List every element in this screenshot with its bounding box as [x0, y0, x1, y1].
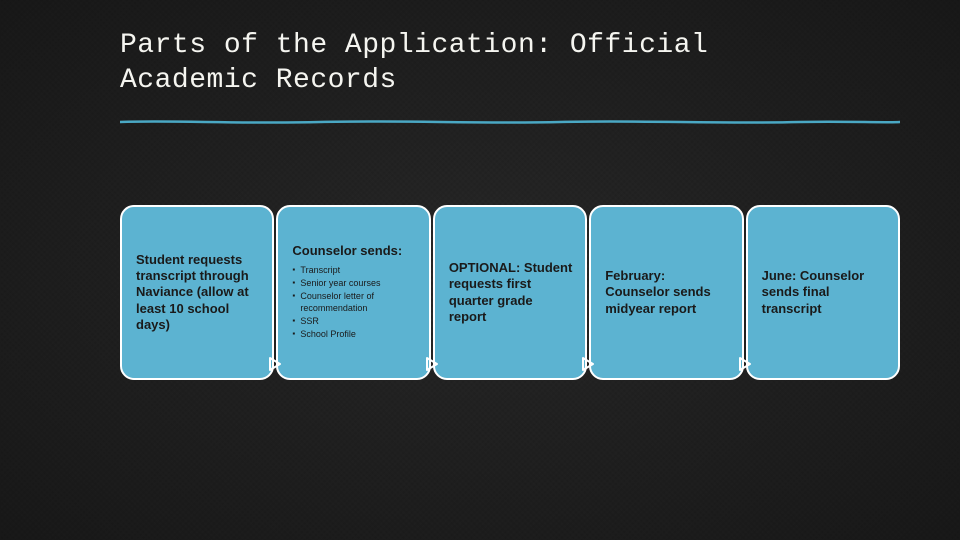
flow-step-heading: Counselor sends: — [292, 243, 416, 259]
flow-step-1: Student requests transcript through Navi… — [120, 205, 274, 380]
flow-step-bullet: Senior year courses — [292, 278, 416, 289]
process-flow: Student requests transcript through Navi… — [120, 205, 900, 380]
flow-step-bullet: Counselor letter of recommendation — [292, 291, 416, 314]
flow-step-4: February: Counselor sends midyear report — [589, 205, 743, 380]
flow-step-bullet: SSR — [292, 316, 416, 327]
flow-step-bullets: Transcript Senior year courses Counselor l… — [292, 265, 416, 343]
flow-step-3: OPTIONAL: Student requests first quarter… — [433, 205, 587, 380]
flow-step-heading: June: Counselor sends final transcript — [762, 268, 886, 317]
flow-arrow-icon — [425, 205, 439, 380]
title-underline — [120, 112, 900, 118]
flow-step-heading: Student requests transcript through Navi… — [136, 252, 260, 333]
flow-arrow-icon — [738, 205, 752, 380]
flow-step-bullet: Transcript — [292, 265, 416, 276]
flow-step-bullet: School Profile — [292, 329, 416, 340]
flow-step-2: Counselor sends: Transcript Senior year co… — [276, 205, 430, 380]
flow-step-heading: February: Counselor sends midyear report — [605, 268, 729, 317]
flow-arrow-icon — [581, 205, 595, 380]
slide-title: Parts of the Application: Official Acade… — [120, 28, 840, 98]
flow-step-heading: OPTIONAL: Student requests first quarter… — [449, 260, 573, 325]
flow-step-5: June: Counselor sends final transcript — [746, 205, 900, 380]
flow-arrow-icon — [268, 205, 282, 380]
